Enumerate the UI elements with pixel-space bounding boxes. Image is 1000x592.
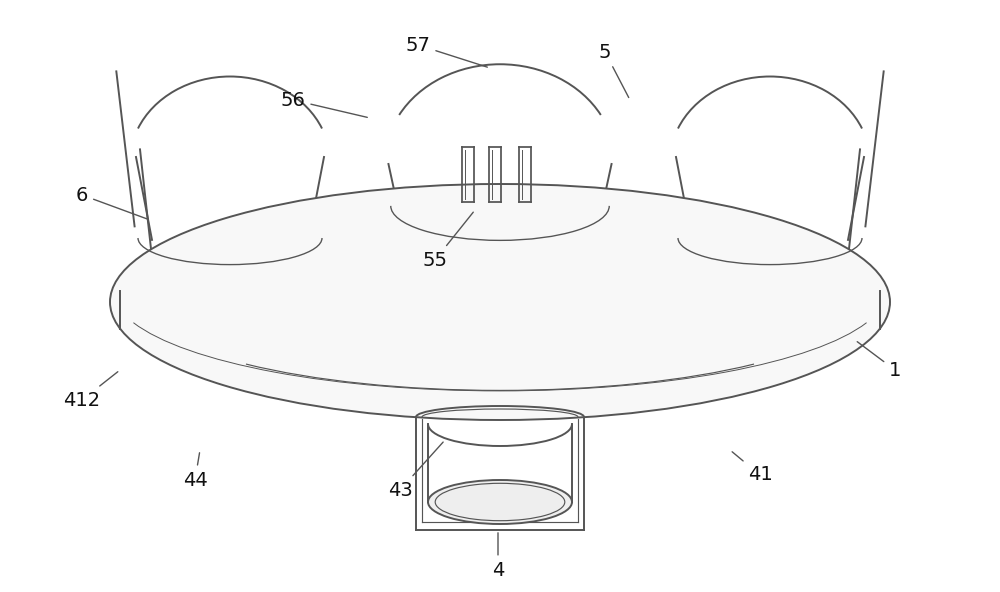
Text: 56: 56 <box>281 91 367 117</box>
Text: 4: 4 <box>492 533 504 580</box>
Ellipse shape <box>428 480 572 524</box>
Text: 1: 1 <box>857 342 901 379</box>
Text: 5: 5 <box>599 43 629 98</box>
Text: 412: 412 <box>63 372 118 410</box>
Ellipse shape <box>110 184 890 420</box>
Text: 44: 44 <box>183 453 207 490</box>
Text: 55: 55 <box>422 212 473 269</box>
Text: 41: 41 <box>732 452 772 484</box>
Text: 43: 43 <box>388 442 443 500</box>
Text: 6: 6 <box>76 185 147 219</box>
Text: 57: 57 <box>406 36 487 67</box>
